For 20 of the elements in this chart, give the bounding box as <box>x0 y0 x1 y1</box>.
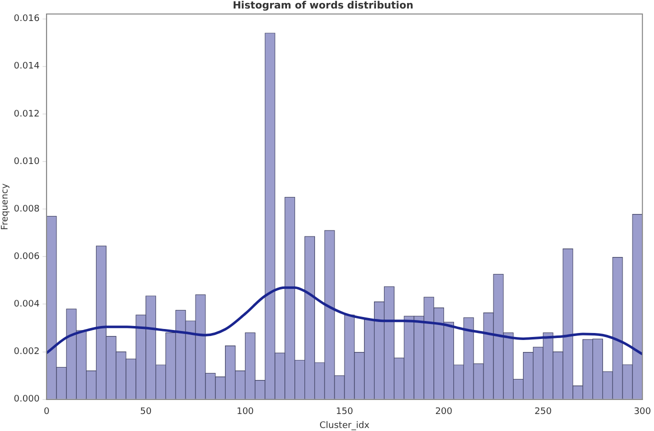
y-tick-label: 0.012 <box>14 109 40 120</box>
y-tick-label: 0.008 <box>14 204 40 214</box>
y-tick-label: 0.004 <box>14 300 40 310</box>
x-axis-title: Cluster_idx <box>319 420 370 431</box>
y-axis-title: Frequency <box>0 182 11 230</box>
chart-title: Histogram of words distribution <box>232 0 414 12</box>
y-tick-label: 0.000 <box>14 394 40 405</box>
y-tick-label: 0.016 <box>14 14 40 24</box>
y-tick-label: 0.014 <box>14 62 40 72</box>
x-tick-label: 200 <box>435 407 453 418</box>
line-series <box>46 286 642 356</box>
y-tick-label: 0.002 <box>14 347 40 358</box>
x-tick-label: 300 <box>634 407 652 418</box>
x-tick-label: 150 <box>336 407 354 418</box>
x-tick-label: 50 <box>140 407 152 418</box>
x-tick-label: 250 <box>534 407 552 418</box>
x-tick-label: 100 <box>236 407 254 418</box>
y-tick-label: 0.010 <box>14 156 40 167</box>
x-tick-label: 0 <box>44 407 50 418</box>
y-tick-label: 0.006 <box>14 252 40 262</box>
